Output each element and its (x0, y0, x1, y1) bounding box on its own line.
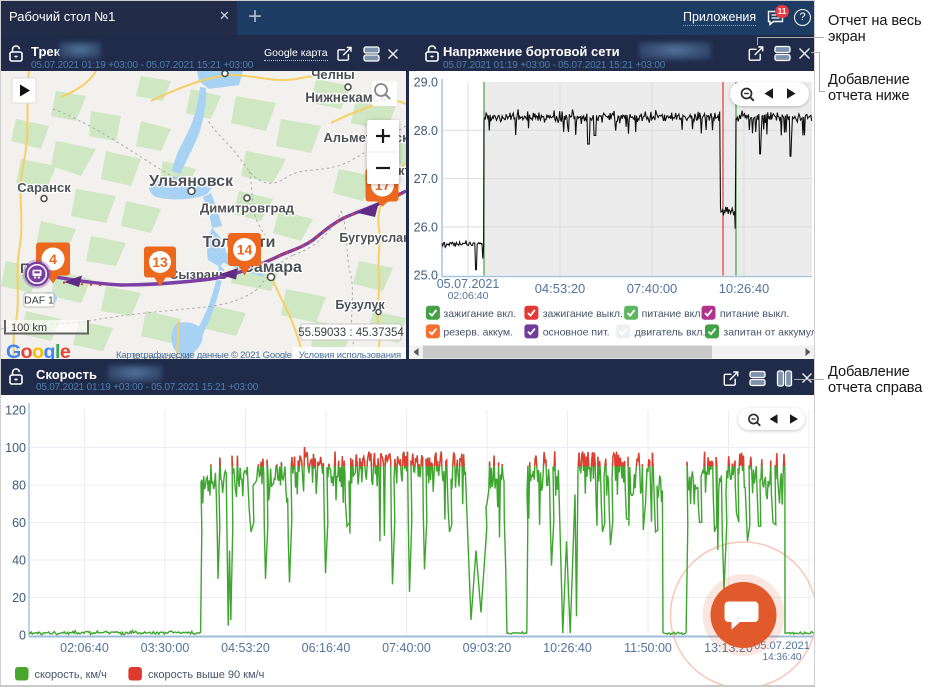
svg-text:03:30:00: 03:30:00 (141, 641, 190, 655)
svg-text:Саранск: Саранск (17, 180, 71, 195)
svg-text:0: 0 (19, 629, 26, 643)
svg-text:05.07.2021: 05.07.2021 (754, 640, 810, 652)
svg-text:Димитровград: Димитровград (200, 201, 295, 216)
svg-text:10:26:40: 10:26:40 (719, 281, 770, 296)
svg-text:07:40:00: 07:40:00 (382, 641, 431, 655)
svg-text:55.59033 : 45.37354: 55.59033 : 45.37354 (298, 327, 404, 339)
svg-text:питание вкл.: питание вкл. (642, 308, 704, 320)
svg-text:02:06:40: 02:06:40 (60, 641, 109, 655)
svg-text:120: 120 (5, 404, 26, 418)
svg-text:кт: кт (398, 163, 406, 178)
svg-text:Условия использования: Условия использования (299, 350, 401, 359)
svg-text:двигатель вкл.: двигатель вкл. (635, 327, 706, 339)
svg-text:запитан от аккумулятора: запитан от аккумулятора (723, 327, 815, 339)
svg-text:Бузулук: Бузулук (335, 298, 385, 312)
svg-text:Нижнекамск: Нижнекамск (305, 90, 387, 105)
svg-text:10:26:40: 10:26:40 (543, 641, 592, 655)
svg-text:20: 20 (12, 591, 26, 605)
svg-text:27.0: 27.0 (414, 172, 438, 186)
svg-text:13: 13 (152, 254, 168, 270)
svg-text:11:50:00: 11:50:00 (624, 641, 672, 655)
svg-text:Бугуруслан: Бугуруслан (339, 231, 406, 245)
svg-text:02:06:40: 02:06:40 (448, 290, 489, 302)
svg-text:питание выкл.: питание выкл. (720, 308, 789, 320)
svg-text:DAF 1: DAF 1 (24, 295, 54, 307)
svg-text:25.0: 25.0 (414, 269, 438, 283)
svg-text:зажигание выкл.: зажигание выкл. (543, 308, 623, 320)
svg-text:Картографические данные © 2021: Картографические данные © 2021 Google (116, 350, 292, 359)
svg-text:Балаково: Балаково (132, 352, 189, 359)
svg-text:80: 80 (12, 479, 26, 493)
svg-text:04:53:20: 04:53:20 (221, 641, 270, 655)
svg-text:4: 4 (49, 251, 57, 267)
svg-text:зажигание вкл.: зажигание вкл. (443, 308, 516, 320)
svg-text:Google: Google (6, 341, 71, 359)
svg-text:04:53:20: 04:53:20 (535, 281, 586, 296)
svg-text:100 km: 100 km (11, 322, 47, 334)
svg-text:09:03:20: 09:03:20 (463, 641, 512, 655)
svg-text:скорость, км/ч: скорость, км/ч (35, 669, 107, 681)
svg-text:14: 14 (237, 242, 253, 258)
svg-text:14:36:40: 14:36:40 (763, 652, 802, 663)
svg-text:60: 60 (12, 516, 26, 530)
svg-text:40: 40 (12, 554, 26, 568)
svg-text:Челны: Челны (311, 71, 355, 82)
svg-text:26.0: 26.0 (414, 220, 438, 234)
svg-text:100: 100 (5, 441, 26, 455)
svg-text:основное пит.: основное пит. (543, 327, 610, 339)
svg-text:05.07.2021: 05.07.2021 (437, 277, 500, 291)
svg-text:06:16:40: 06:16:40 (302, 641, 351, 655)
svg-text:Ульяновск: Ульяновск (149, 173, 234, 190)
svg-text:скорость выше 90 км/ч: скорость выше 90 км/ч (148, 669, 264, 681)
svg-text:28.0: 28.0 (414, 124, 438, 138)
svg-text:07:40:00: 07:40:00 (627, 281, 678, 296)
svg-text:резерв. аккум.: резерв. аккум. (443, 327, 513, 339)
svg-text:29.0: 29.0 (414, 76, 438, 90)
